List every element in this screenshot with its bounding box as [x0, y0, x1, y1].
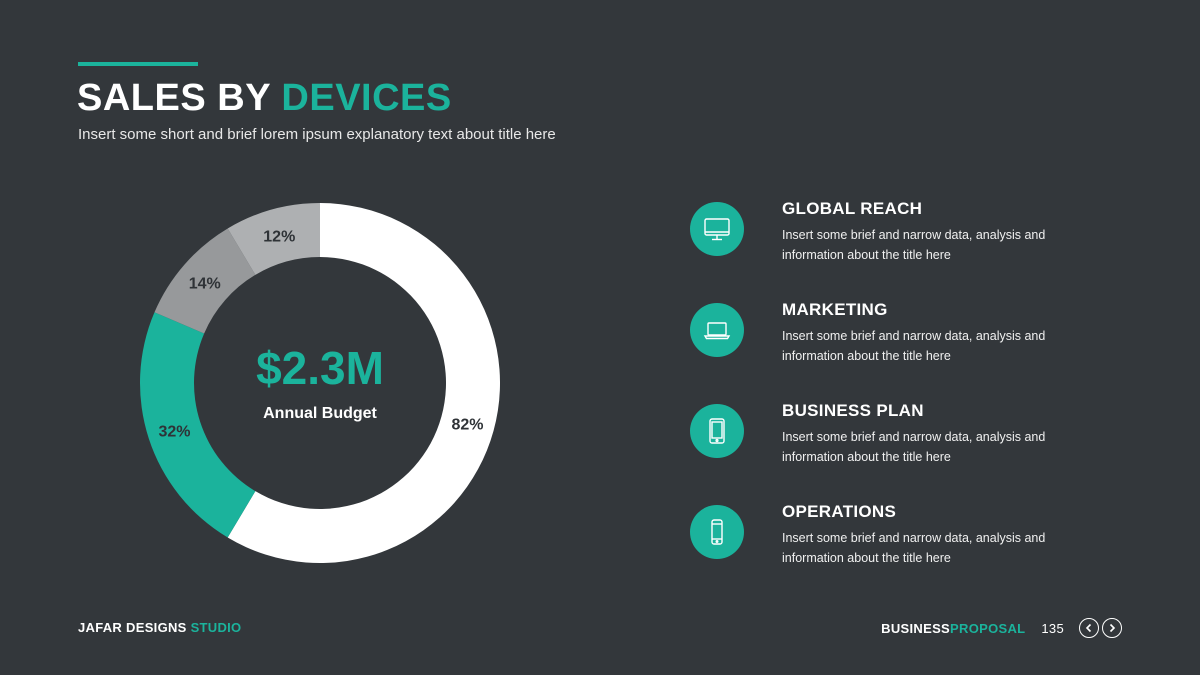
donut-slice-2: [154, 228, 256, 334]
previous-page-button[interactable]: [1079, 618, 1099, 638]
chevron-right-icon: [1109, 623, 1116, 633]
title-part-1: SALES BY: [77, 77, 282, 119]
footer-document-info: BUSINESS PROPOSAL 135: [881, 618, 1122, 638]
donut-labels: 82% 32% 14% 12%: [158, 229, 483, 441]
footer-doc-part-1: BUSINESS: [881, 620, 951, 636]
feature-marketing: MARKETING Insert some brief and narrow d…: [690, 299, 1170, 400]
monitor-icon: [690, 202, 744, 256]
footer-brand-part-1: JAFAR DESIGNS: [78, 620, 191, 635]
feature-title: OPERATIONS: [782, 502, 897, 521]
title-accent-bar: [78, 62, 198, 66]
footer-brand: JAFAR DESIGNS STUDIO: [78, 620, 241, 635]
footer-brand-part-2: STUDIO: [190, 620, 242, 635]
donut-slice-label-0: 82%: [451, 417, 483, 434]
feature-description: Insert some brief and narrow data, analy…: [782, 430, 1046, 464]
footer-doc-part-2: PROPOSAL: [950, 620, 1026, 636]
feature-business-plan: BUSINESS PLAN Insert some brief and narr…: [690, 400, 1170, 501]
feature-description: Insert some brief and narrow data, analy…: [782, 329, 1046, 363]
donut-slice-1: [140, 312, 256, 538]
tablet-icon: [690, 404, 744, 458]
feature-global-reach: GLOBAL REACH Insert some brief and narro…: [690, 198, 1170, 299]
page-number: 135: [1041, 620, 1064, 636]
feature-title: MARKETING: [782, 300, 888, 319]
feature-description: Insert some brief and narrow data, analy…: [782, 228, 1046, 262]
smartphone-icon: [690, 505, 744, 559]
center-value: $2.3M: [256, 342, 384, 394]
next-page-button[interactable]: [1102, 618, 1122, 638]
chevron-left-icon: [1085, 623, 1092, 633]
donut-chart: 82% 32% 14% 12% $2.3M Annual Budget: [140, 203, 500, 563]
donut-slice-label-3: 12%: [263, 229, 295, 246]
feature-list: GLOBAL REACH Insert some brief and narro…: [690, 198, 1170, 602]
center-label: Annual Budget: [263, 405, 377, 422]
donut-slice-0: [227, 203, 500, 563]
donut-slices: [140, 203, 500, 563]
donut-slice-3: [227, 203, 320, 275]
donut-slice-label-1: 32%: [158, 423, 190, 440]
title-part-2: DEVICES: [281, 77, 452, 119]
page-subtitle: Insert some short and brief lorem ipsum …: [78, 126, 556, 143]
feature-title: GLOBAL REACH: [782, 199, 923, 218]
laptop-icon: [690, 303, 744, 357]
feature-description: Insert some brief and narrow data, analy…: [782, 531, 1046, 565]
donut-slice-label-2: 14%: [189, 275, 221, 292]
feature-title: BUSINESS PLAN: [782, 401, 924, 420]
feature-operations: OPERATIONS Insert some brief and narrow …: [690, 501, 1170, 602]
page-title: SALES BY DEVICES: [77, 74, 452, 122]
